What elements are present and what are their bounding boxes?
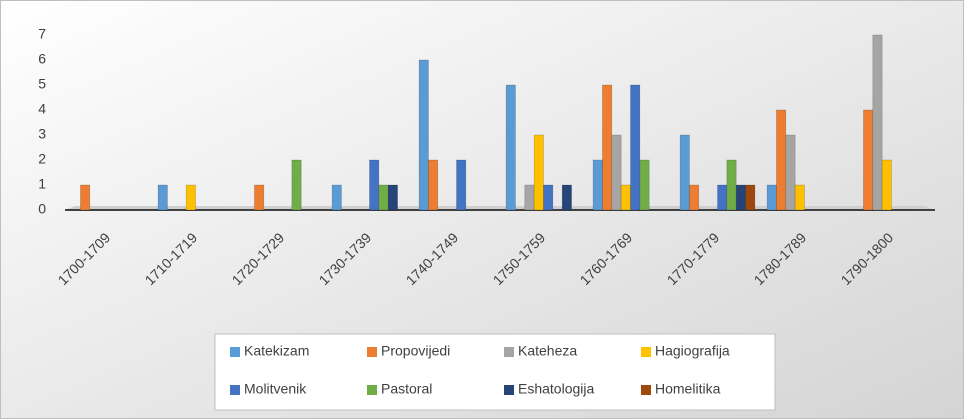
bar <box>80 184 91 211</box>
bar <box>745 184 756 211</box>
bar <box>428 159 439 211</box>
legend-swatch <box>367 347 377 357</box>
legend-label: Eshatologija <box>518 381 594 397</box>
bar <box>630 84 641 211</box>
legend-swatch <box>641 385 651 395</box>
bar <box>505 84 516 211</box>
bar <box>785 134 796 211</box>
y-tick-label: 7 <box>38 26 46 42</box>
y-tick-label: 2 <box>38 151 46 167</box>
legend-swatch <box>641 347 651 357</box>
bar <box>592 159 603 211</box>
legend-swatch <box>504 385 514 395</box>
bar <box>369 159 380 211</box>
bar <box>561 184 572 211</box>
legend-box <box>214 333 776 411</box>
legend-swatch <box>367 385 377 395</box>
bar <box>611 134 622 211</box>
bar <box>524 184 535 211</box>
bar <box>689 184 700 211</box>
legend-label: Molitvenik <box>244 381 307 397</box>
bar <box>735 184 746 211</box>
bar <box>717 184 728 211</box>
bar <box>602 84 613 211</box>
legend-swatch <box>230 385 240 395</box>
legend-swatch <box>504 347 514 357</box>
bar <box>254 184 265 211</box>
bar <box>543 184 554 211</box>
bar <box>185 184 196 211</box>
bar <box>456 159 467 211</box>
y-tick-label: 6 <box>38 51 46 67</box>
y-tick-label: 3 <box>38 126 46 142</box>
bar <box>620 184 631 211</box>
legend-label: Hagiografija <box>655 343 730 359</box>
bar <box>639 159 650 211</box>
y-tick-label: 1 <box>38 176 46 192</box>
legend-label: Kateheza <box>518 343 577 359</box>
bar <box>794 184 805 211</box>
bar <box>679 134 690 211</box>
legend-label: Propovijedi <box>381 343 450 359</box>
y-tick-label: 5 <box>38 76 46 92</box>
bar <box>776 109 787 211</box>
bar <box>331 184 342 211</box>
y-tick-label: 0 <box>38 201 46 217</box>
bar <box>533 134 544 211</box>
bar <box>291 159 302 211</box>
bar <box>378 184 389 211</box>
bar <box>726 159 737 211</box>
bar <box>766 184 777 211</box>
bar <box>863 109 874 211</box>
legend-label: Katekizam <box>244 343 309 359</box>
bar <box>387 184 398 211</box>
bar <box>418 59 429 211</box>
bar <box>881 159 892 211</box>
legend-label: Pastoral <box>381 381 432 397</box>
bar <box>872 34 883 211</box>
bar <box>157 184 168 211</box>
y-tick-label: 4 <box>38 101 46 117</box>
legend-swatch <box>230 347 240 357</box>
legend-label: Homelitika <box>655 381 721 397</box>
